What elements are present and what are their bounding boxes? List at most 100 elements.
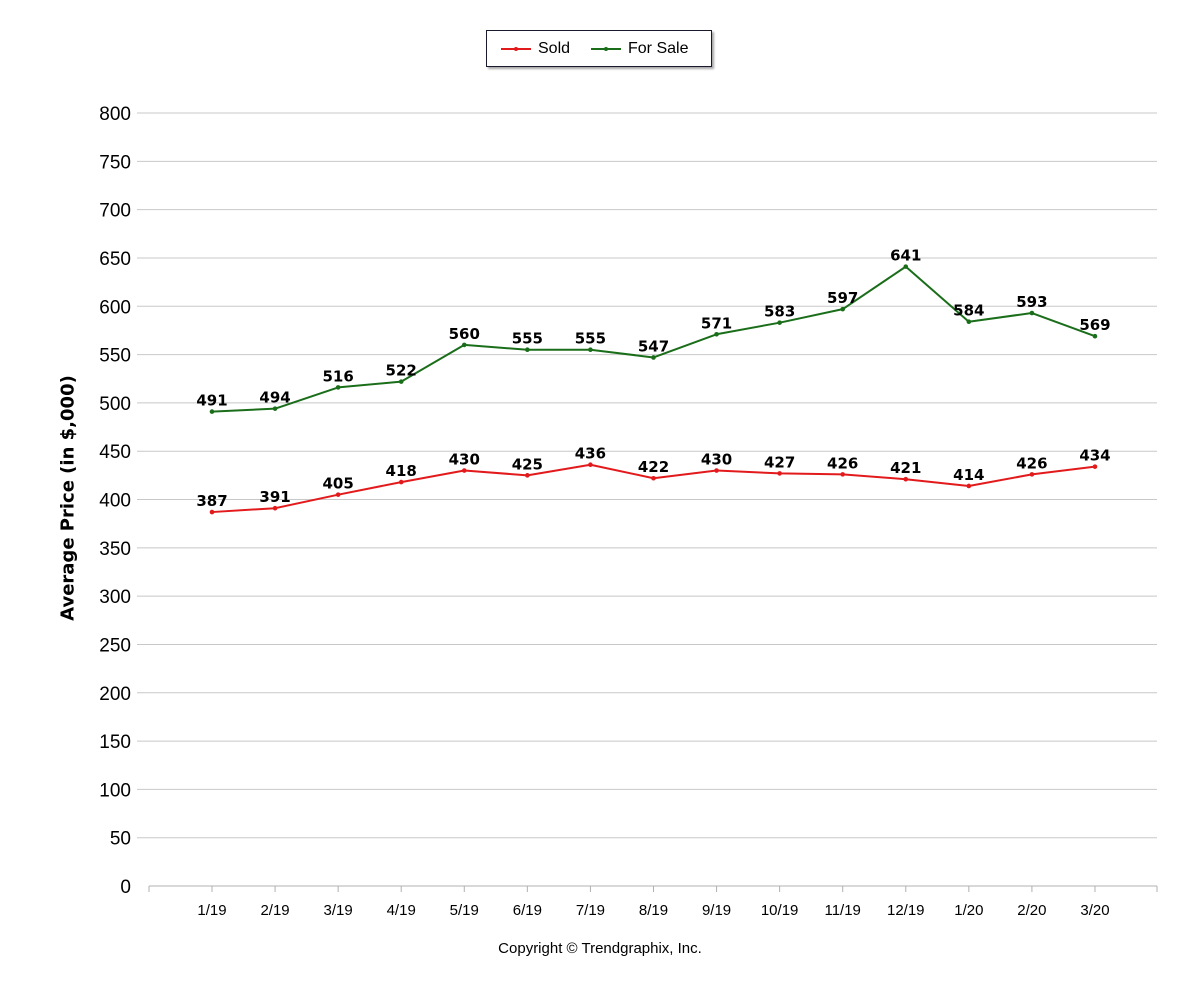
y-tick-label: 300: [99, 587, 131, 608]
data-point: [272, 505, 278, 511]
data-point: [966, 483, 972, 489]
data-label: 522: [386, 362, 417, 380]
data-label: 426: [1016, 454, 1047, 472]
x-tick-label: 1/20: [954, 902, 983, 919]
y-tick-label: 50: [110, 829, 131, 850]
data-label: 583: [764, 303, 795, 321]
x-tick-label: 2/20: [1017, 902, 1046, 919]
x-tick-label: 5/19: [450, 902, 479, 919]
data-point: [714, 331, 719, 337]
data-point: [335, 492, 341, 497]
data-label: 387: [196, 492, 227, 510]
data-label: 421: [890, 459, 921, 477]
data-label: 427: [764, 453, 795, 471]
data-label: 547: [638, 337, 669, 355]
x-tick-label: 9/19: [702, 902, 731, 919]
data-point: [398, 479, 404, 485]
y-tick-label: 600: [99, 297, 131, 318]
y-tick-label: 450: [99, 442, 131, 463]
data-point: [1029, 472, 1035, 477]
data-label: 560: [449, 325, 480, 343]
data-point: [714, 468, 719, 473]
data-label: 593: [1016, 293, 1047, 311]
data-label: 425: [512, 455, 543, 473]
x-tick-label: 3/20: [1080, 902, 1109, 919]
data-point: [461, 342, 467, 348]
legend: Sold For Sale: [486, 30, 712, 67]
data-label: 418: [386, 462, 417, 480]
data-label: 516: [322, 367, 353, 385]
y-tick-label: 400: [99, 491, 131, 512]
data-point: [209, 409, 215, 414]
data-point: [777, 320, 782, 325]
data-label: 571: [701, 314, 732, 332]
x-tick-label: 7/19: [576, 902, 605, 919]
x-tick-label: 12/19: [887, 902, 925, 919]
y-tick-label: 700: [99, 201, 131, 222]
data-label: 555: [575, 330, 606, 348]
data-point: [840, 472, 845, 477]
data-point: [1092, 333, 1098, 339]
y-tick-label: 650: [99, 249, 131, 270]
data-label: 414: [953, 466, 984, 484]
x-tick-label: 1/19: [197, 902, 226, 919]
data-point: [651, 475, 656, 481]
x-tick-label: 6/19: [513, 902, 542, 919]
x-tick-label: 11/19: [824, 902, 860, 919]
y-tick-label: 550: [99, 346, 131, 367]
y-tick-label: 0: [120, 877, 131, 898]
data-label: 436: [575, 445, 606, 463]
data-point: [903, 264, 909, 269]
data-point: [461, 468, 467, 473]
data-point: [903, 476, 909, 482]
data-point: [335, 385, 341, 390]
legend-item-sold[interactable]: Sold: [501, 40, 570, 58]
x-tick-label: 8/19: [639, 902, 668, 919]
y-tick-label: 800: [99, 104, 131, 125]
data-label: 405: [322, 475, 353, 493]
data-point: [525, 473, 530, 478]
y-tick-label: 350: [99, 539, 131, 560]
y-tick-label: 750: [99, 152, 131, 173]
y-tick-label: 200: [99, 684, 131, 705]
y-axis-title: Average Price (in $,000): [57, 375, 79, 621]
legend-item-for-sale[interactable]: For Sale: [591, 40, 688, 58]
legend-swatch-for-sale: [591, 47, 621, 51]
data-label: 555: [512, 330, 543, 348]
data-point: [398, 379, 404, 384]
data-label: 422: [638, 458, 669, 476]
data-point: [588, 347, 593, 353]
data-label: 430: [449, 451, 480, 469]
x-tick-label: 10/19: [761, 902, 799, 919]
x-tick-label: 2/19: [260, 902, 289, 919]
data-point: [209, 509, 215, 515]
y-tick-label: 100: [99, 780, 131, 801]
data-point: [272, 406, 278, 411]
legend-label-sold: Sold: [538, 40, 571, 57]
data-point: [777, 471, 782, 476]
data-point: [525, 347, 530, 353]
y-tick-label: 150: [99, 732, 131, 753]
data-label: 597: [827, 289, 858, 307]
data-label: 434: [1079, 447, 1110, 465]
x-tick-label: 4/19: [387, 902, 416, 919]
data-label: 584: [953, 302, 984, 320]
data-label: 430: [701, 451, 732, 469]
x-tick-label: 3/19: [324, 902, 353, 919]
y-tick-label: 500: [99, 394, 131, 415]
data-point: [1029, 310, 1035, 316]
data-point: [1092, 464, 1098, 469]
legend-label-for-sale: For Sale: [628, 40, 689, 57]
legend-swatch-sold: [501, 47, 531, 51]
data-point: [966, 319, 972, 325]
data-label: 491: [196, 392, 227, 410]
data-label: 641: [890, 247, 921, 265]
data-label: 391: [259, 488, 290, 506]
data-point: [651, 355, 656, 360]
data-label: 426: [827, 454, 858, 472]
data-point: [840, 306, 845, 312]
data-label: 569: [1079, 316, 1110, 334]
y-tick-label: 250: [99, 635, 131, 656]
data-label: 494: [259, 389, 290, 407]
